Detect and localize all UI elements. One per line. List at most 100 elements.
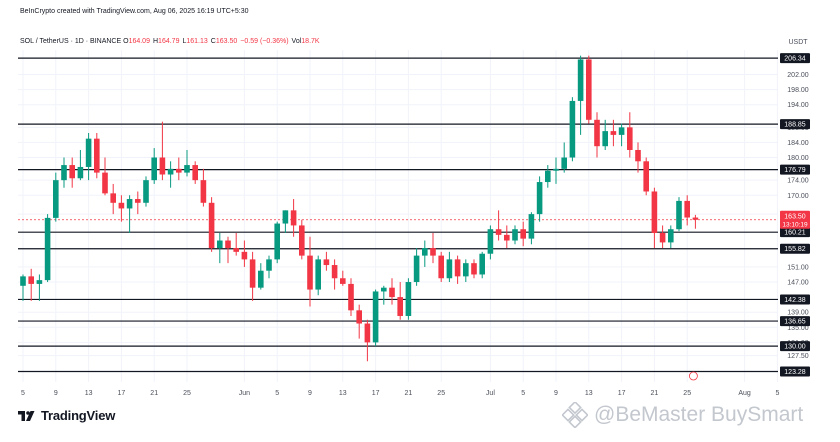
candle-body — [208, 202, 215, 249]
x-tick-label: 25 — [437, 390, 445, 397]
candle-body — [110, 193, 116, 203]
x-tick-label: 13 — [585, 390, 593, 397]
current-price-label: 163.50 — [784, 213, 806, 220]
candle-body — [159, 157, 166, 175]
candle-body — [479, 253, 485, 275]
candle-body — [602, 131, 608, 147]
level-label: 206.34 — [784, 56, 806, 63]
watermark: @BeMaster BuySmart — [562, 402, 803, 428]
level-label-bg — [780, 316, 810, 327]
level-label: 130.00 — [784, 344, 806, 351]
candle-body — [118, 202, 125, 209]
ohlc-value: 164.79 — [158, 38, 180, 45]
candle-body — [151, 157, 157, 181]
y-tick-label: 139.00 — [787, 310, 809, 317]
level-label-bg — [780, 341, 810, 352]
ohlc-values: O164.09 H164.79 L161.13 C163.50 −0.59 (−0.36… — [123, 38, 322, 45]
candle-body — [44, 217, 51, 281]
candle-body — [85, 138, 92, 167]
x-tick-label: 21 — [150, 390, 158, 397]
y-tick-label: 135.00 — [787, 325, 809, 332]
x-tick-label: 25 — [683, 390, 691, 397]
watermark-icon — [562, 402, 588, 428]
candle-body — [651, 191, 658, 233]
candle-body — [545, 170, 551, 183]
countdown-label: 13:10:19 — [782, 221, 808, 228]
candle-body — [389, 287, 395, 298]
candle-body — [233, 248, 239, 252]
candle-body — [676, 200, 682, 230]
level-label-bg — [780, 53, 810, 64]
x-tick-label: 25 — [183, 390, 191, 397]
candle-body — [315, 259, 321, 290]
candle-body — [176, 168, 182, 173]
level-label: 176.79 — [784, 167, 806, 174]
x-tick-label: 17 — [618, 390, 626, 397]
candle-body — [643, 161, 649, 192]
candle-body — [561, 157, 567, 169]
level-labels: 206.34 188.85 176.79 160.21 155.82 142.38 136.… — [689, 53, 810, 381]
ohlc-value: 161.13 — [186, 38, 208, 45]
candle-body — [53, 180, 59, 218]
candle-body — [135, 199, 141, 203]
y-tick-label: 194.00 — [787, 102, 809, 109]
candle-body — [438, 255, 444, 279]
x-tick-label: 5 — [775, 390, 779, 397]
y-tick-label: 147.00 — [787, 280, 809, 287]
y-tick-label: 184.00 — [787, 140, 809, 147]
candle-body — [290, 210, 297, 226]
candle-body — [102, 172, 108, 194]
ohlc-label: O — [123, 38, 129, 45]
watermark-text: @BeMaster BuySmart — [594, 403, 804, 426]
candle-body — [249, 259, 256, 288]
level-label-bg — [780, 366, 810, 377]
candle-body — [167, 168, 174, 175]
ohlc-value: 18.7K — [301, 38, 320, 45]
ohlc-label: C — [210, 38, 216, 45]
candle-body — [635, 149, 641, 162]
candle-body — [528, 214, 535, 239]
level-label: 123.28 — [784, 369, 806, 376]
candle-body — [586, 59, 592, 120]
candle-body — [594, 119, 600, 147]
candle-body — [340, 278, 346, 284]
level-label-bg — [780, 227, 810, 238]
ohlc-value: −0.59 (−0.36%) — [240, 38, 289, 45]
current-price-label-bg — [780, 210, 810, 229]
candle-body — [217, 240, 223, 249]
ohlc-value: 163.50 — [215, 38, 238, 45]
x-tick-label: 5 — [521, 390, 525, 397]
candle-body — [422, 248, 428, 256]
candle-body — [512, 229, 518, 241]
chart-credit: BeInCrypto created with TradingView.com,… — [20, 8, 249, 15]
symbol-name: SOL / TetherUS · 1D · BINANCE — [20, 38, 122, 45]
ohlc-label: H — [152, 38, 159, 45]
y-tick-label: 127.50 — [787, 353, 809, 360]
level-label: 142.38 — [784, 297, 806, 304]
candle-body — [364, 323, 371, 343]
candle-body — [20, 276, 26, 286]
ohlc-label: Vol — [291, 38, 302, 45]
candle-body — [618, 127, 625, 135]
level-label: 136.65 — [784, 319, 806, 326]
y-tick-label: 170.00 — [787, 193, 809, 200]
tradingview-logo-icon — [18, 410, 35, 421]
candle-body — [684, 200, 690, 218]
candle-body — [454, 259, 461, 277]
candle-body — [61, 165, 67, 181]
candle-body — [348, 283, 354, 311]
currency-label: USDT — [788, 39, 808, 46]
candle-body — [36, 280, 43, 284]
level-label-bg — [780, 243, 810, 254]
candle-body — [569, 100, 576, 158]
time-axis: 5 9 13 17 21 25 Jun 5 9 13 17 21 25 Jul 5 9 13 17 21 25 Aug 5 — [21, 390, 779, 397]
x-tick-label: Aug — [738, 390, 751, 397]
candle-body — [200, 180, 207, 203]
level-label-bg — [780, 164, 810, 175]
tradingview-logo: TradingView — [18, 408, 115, 423]
candle-body — [94, 138, 100, 173]
y-tick-label: 151.00 — [787, 264, 809, 271]
candle-body — [192, 165, 198, 181]
x-tick-label: 13 — [85, 390, 93, 397]
